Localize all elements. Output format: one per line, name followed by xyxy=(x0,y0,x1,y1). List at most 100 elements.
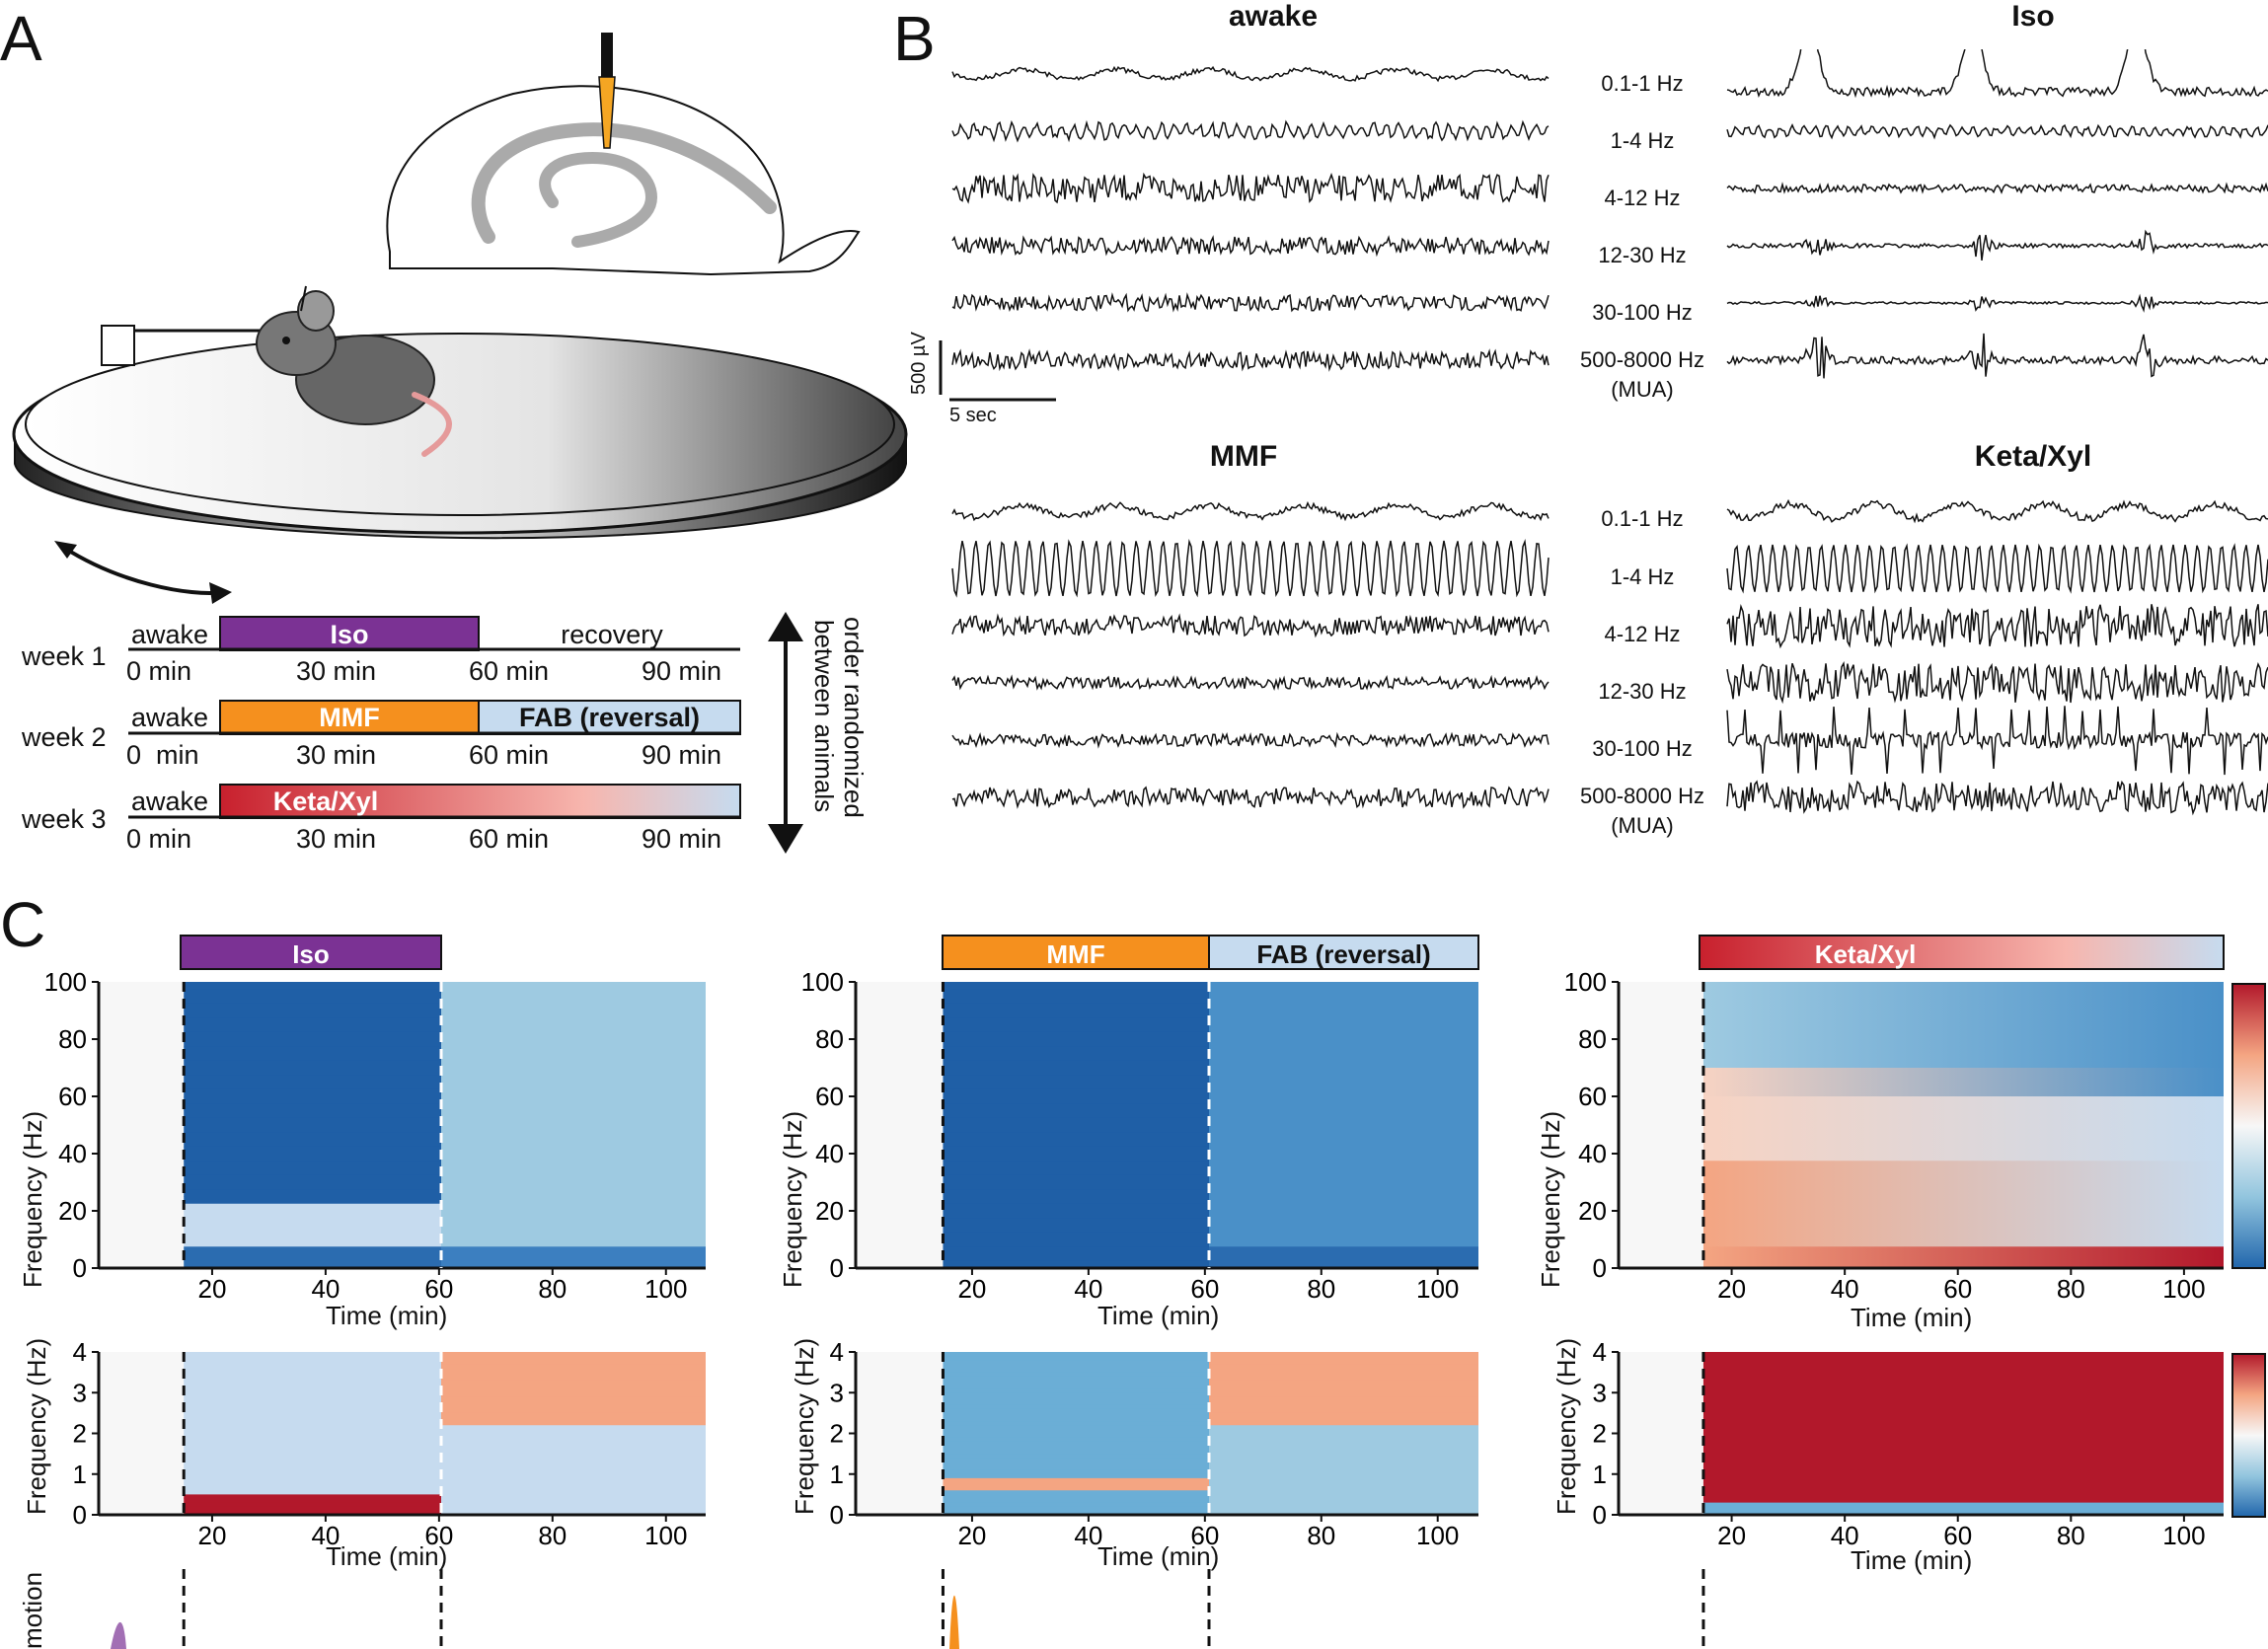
spec-iso-high-drug-row xyxy=(184,1189,441,1197)
spec-mmf-low-post-row xyxy=(1209,1372,1478,1378)
trace-keta-band-3 xyxy=(1726,660,2268,705)
panel-c-letter: C xyxy=(0,889,46,960)
spec-mmf-xlabel: Time (min) xyxy=(1097,1301,1220,1330)
spec-mmf-high-ytick-label: 20 xyxy=(815,1196,844,1226)
trace-iso-band-1 xyxy=(1726,122,2268,140)
experiment-timeline xyxy=(128,612,803,854)
spec-mmf-low-post-row xyxy=(1209,1368,1478,1374)
spec-mmf-high-post-row xyxy=(1209,1031,1478,1040)
spec-mmf-low-drug-row xyxy=(943,1388,1209,1393)
spec-keta-high-row xyxy=(1702,1167,2224,1176)
spec-keta-high-row xyxy=(1702,1024,2224,1033)
trace-mmf-band-3 xyxy=(951,674,1550,692)
spec-iso-low-post-row xyxy=(441,1372,706,1378)
spec-iso-low-drug-row xyxy=(184,1473,441,1479)
trace-iso-band-5 xyxy=(1726,333,2268,379)
week3-pre: awake xyxy=(131,787,209,816)
spec-iso-low-drug-row xyxy=(184,1465,441,1471)
spec-keta-high-row xyxy=(1702,1182,2224,1190)
spec-mmf-high-post-row xyxy=(1209,1096,1478,1104)
spec-mmf-high-drug-row xyxy=(943,1082,1209,1090)
spec-iso-high-ytick-label: 40 xyxy=(58,1139,87,1168)
spec-iso-high-post-row xyxy=(441,1082,706,1090)
band-label-bot-4: 30-100 Hz xyxy=(1592,736,1693,761)
spec-mmf-high-post-row xyxy=(1209,1260,1478,1269)
spec-mmf-low-post-row xyxy=(1209,1473,1478,1479)
spec-iso-high-post-row xyxy=(441,1246,706,1254)
spec-keta-low-row xyxy=(1702,1445,2224,1451)
spec-mmf-low-drug-row xyxy=(943,1473,1209,1479)
spec-iso-high-post-row xyxy=(441,1125,706,1133)
spec-mmf-low-post-row xyxy=(1209,1494,1478,1499)
spec-iso-low-post-row xyxy=(441,1506,706,1512)
spec-mmf-high-drug-row xyxy=(943,1053,1209,1062)
spec-iso-high-ytick-label: 20 xyxy=(58,1196,87,1226)
spec-keta-low-row xyxy=(1702,1400,2224,1406)
spec-iso-high-post-row xyxy=(441,1024,706,1033)
spec-iso-low-post-row xyxy=(441,1510,706,1516)
spec-iso-low-drug-row xyxy=(184,1494,441,1499)
band-label-bot-3: 12-30 Hz xyxy=(1598,679,1687,704)
spec-iso-high-post-row xyxy=(441,1161,706,1168)
spec-mmf-low-drug-row xyxy=(943,1417,1209,1422)
trace-awake-band-0 xyxy=(951,65,1550,83)
spec-keta-high-row xyxy=(1702,1260,2224,1269)
spec-iso-high-post-row xyxy=(441,1132,706,1140)
spec-mmf-low-post-row xyxy=(1209,1454,1478,1459)
spec-mmf-low-drug-row xyxy=(943,1360,1209,1365)
spec-keta-high-row xyxy=(1702,1189,2224,1197)
spec-mmf-low-post-row xyxy=(1209,1498,1478,1504)
spec-iso-high-xtick-label: 80 xyxy=(538,1274,567,1304)
spec-mmf-low-post-row xyxy=(1209,1445,1478,1451)
spec-iso-low-drug-row xyxy=(184,1404,441,1410)
spec-mmf-high-baseline xyxy=(856,982,944,1268)
spec-mmf-high-xtick-label: 60 xyxy=(1190,1274,1219,1304)
spec-iso-low-drug-row xyxy=(184,1388,441,1393)
spec-iso-high-ytick-label: 100 xyxy=(44,967,87,997)
spec-mmf-high-drug-row xyxy=(943,989,1209,997)
spec-keta-high-xtick-label: 60 xyxy=(1943,1274,1972,1304)
spec-mmf-high-post-row xyxy=(1209,1125,1478,1133)
spec-iso-low-ytick-label: 2 xyxy=(73,1419,87,1449)
spec-mmf-high-drug-row xyxy=(943,1218,1209,1226)
spec-iso-high-ytick-label: 0 xyxy=(73,1253,87,1283)
spec-iso-high-post-row xyxy=(441,1039,706,1047)
spec-keta-low-row xyxy=(1702,1352,2224,1357)
band-label-bot-0: 0.1-1 Hz xyxy=(1601,506,1684,531)
spec-mmf-low-drug-row xyxy=(943,1396,1209,1401)
spec-keta-high-ytick-label: 0 xyxy=(1593,1253,1607,1283)
spec-mmf-high-post-row xyxy=(1209,1075,1478,1083)
spec-keta-high-row xyxy=(1702,1117,2224,1126)
trace-keta-band-0 xyxy=(1726,498,2268,524)
scale-voltage: 500 µV xyxy=(908,332,930,395)
spec-mmf-high-post-row xyxy=(1209,1003,1478,1012)
spec-mmf-high-drug-row xyxy=(943,1203,1209,1212)
mouse-drawing xyxy=(256,285,452,457)
spec-iso-high-drug-row xyxy=(184,1225,441,1234)
spec-mmf-high-post-row xyxy=(1209,1174,1478,1183)
spec-keta-high-row xyxy=(1702,1132,2224,1140)
spec-iso-low-drug-row xyxy=(184,1486,441,1491)
spec-iso-low-xtick-label: 60 xyxy=(424,1521,453,1550)
spec-mmf-low-drug-row xyxy=(943,1421,1209,1426)
spec-iso-high-drug-row xyxy=(184,1196,441,1205)
spec-keta-low-row xyxy=(1702,1473,2224,1479)
spec-keta-high-row xyxy=(1702,982,2224,990)
trace-keta-band-5 xyxy=(1726,780,2268,816)
spec-iso-low-drug-row xyxy=(184,1425,441,1430)
spec-iso-high-drug-row xyxy=(184,989,441,997)
spec-iso-low-drug-row xyxy=(184,1477,441,1483)
spec-mmf-high-post-row xyxy=(1209,1239,1478,1247)
spec-mmf-low-post-row xyxy=(1209,1462,1478,1466)
spec-iso-high-post-row xyxy=(441,1203,706,1212)
spec-iso-high-post-row xyxy=(441,1260,706,1269)
spec-iso-high-drug-row xyxy=(184,982,441,990)
electrode-shank xyxy=(601,33,613,77)
spec-mmf-low-drug-row xyxy=(943,1506,1209,1512)
spec-iso-low-post-row xyxy=(441,1494,706,1499)
spec-keta-high-row xyxy=(1702,1154,2224,1162)
spec-mmf-high-drug-row xyxy=(943,1011,1209,1018)
band-label-bot-5: 500-8000 Hz xyxy=(1580,784,1704,808)
spec-mmf-high-post-row xyxy=(1209,1189,1478,1197)
spec-mmf-low-drug-row xyxy=(943,1392,1209,1397)
